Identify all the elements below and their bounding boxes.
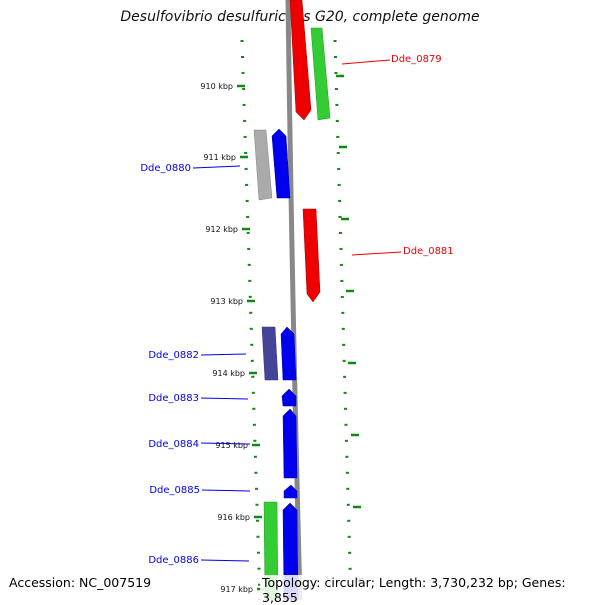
scale-tick-label: 917 kbp	[220, 585, 253, 594]
gene-label[interactable]: Dde_0883	[148, 393, 199, 404]
scale-tick-label: 916 kbp	[217, 513, 250, 522]
genome-stats-text: Topology: circular; Length: 3,730,232 bp…	[260, 575, 600, 605]
rna-feature-top[interactable]	[310, 27, 331, 121]
gene-label-leader	[200, 397, 249, 400]
gene-arrow-dde-0885[interactable]	[283, 484, 298, 499]
gene-label-leader	[341, 59, 391, 65]
scale-dots-right	[333, 39, 353, 600]
scale-tick-label: 912 kbp	[205, 225, 238, 234]
gene-arrow-dde-0884[interactable]	[282, 408, 298, 479]
gene-label-leader	[351, 251, 402, 256]
gene-label[interactable]: Dde_0884	[148, 439, 199, 450]
scale-tick-label: 911 kbp	[203, 153, 236, 162]
scale-tick-label: 910 kbp	[200, 82, 233, 91]
gray-feature	[253, 129, 273, 201]
gene-label-leader	[192, 165, 241, 169]
gene-arrow-dde-0880[interactable]	[271, 128, 291, 199]
gene-label[interactable]: Dde_0881	[403, 246, 454, 257]
scale-tick-label: 915 kbp	[215, 441, 248, 450]
scale-tick-label: 914 kbp	[212, 369, 245, 378]
gene-labels: Dde_0879 Dde_0880 Dde_0881 Dde_0882 Dde_0883…	[140, 54, 453, 566]
gene-label[interactable]: Dde_0879	[391, 54, 442, 65]
accession-text: Accession: NC_007519	[7, 575, 154, 590]
gene-label[interactable]: Dde_0882	[148, 350, 199, 361]
gene-arrow-dde-0882[interactable]	[280, 326, 297, 381]
gene-label-leader	[200, 559, 250, 562]
gene-label[interactable]: Dde_0885	[149, 485, 200, 496]
gene-label-leader	[200, 353, 247, 356]
purple-feature	[261, 326, 279, 381]
gene-label[interactable]: Dde_0886	[148, 555, 199, 566]
gene-label[interactable]: Dde_0880	[140, 163, 191, 174]
gene-label-leader	[200, 442, 251, 445]
gene-label-leader	[201, 489, 251, 492]
gene-arrow-dde-0881[interactable]	[302, 208, 321, 303]
gene-arrow-dde-0879[interactable]	[289, 0, 312, 121]
genome-backbone	[285, 0, 303, 600]
scale-tick-label: 913 kbp	[210, 297, 243, 306]
scale-ticks: 910 kbp 911 kbp 912 kbp 913 kbp 914 kbp 915 k…	[200, 74, 364, 594]
gene-arrow-dde-0883[interactable]	[281, 388, 297, 407]
